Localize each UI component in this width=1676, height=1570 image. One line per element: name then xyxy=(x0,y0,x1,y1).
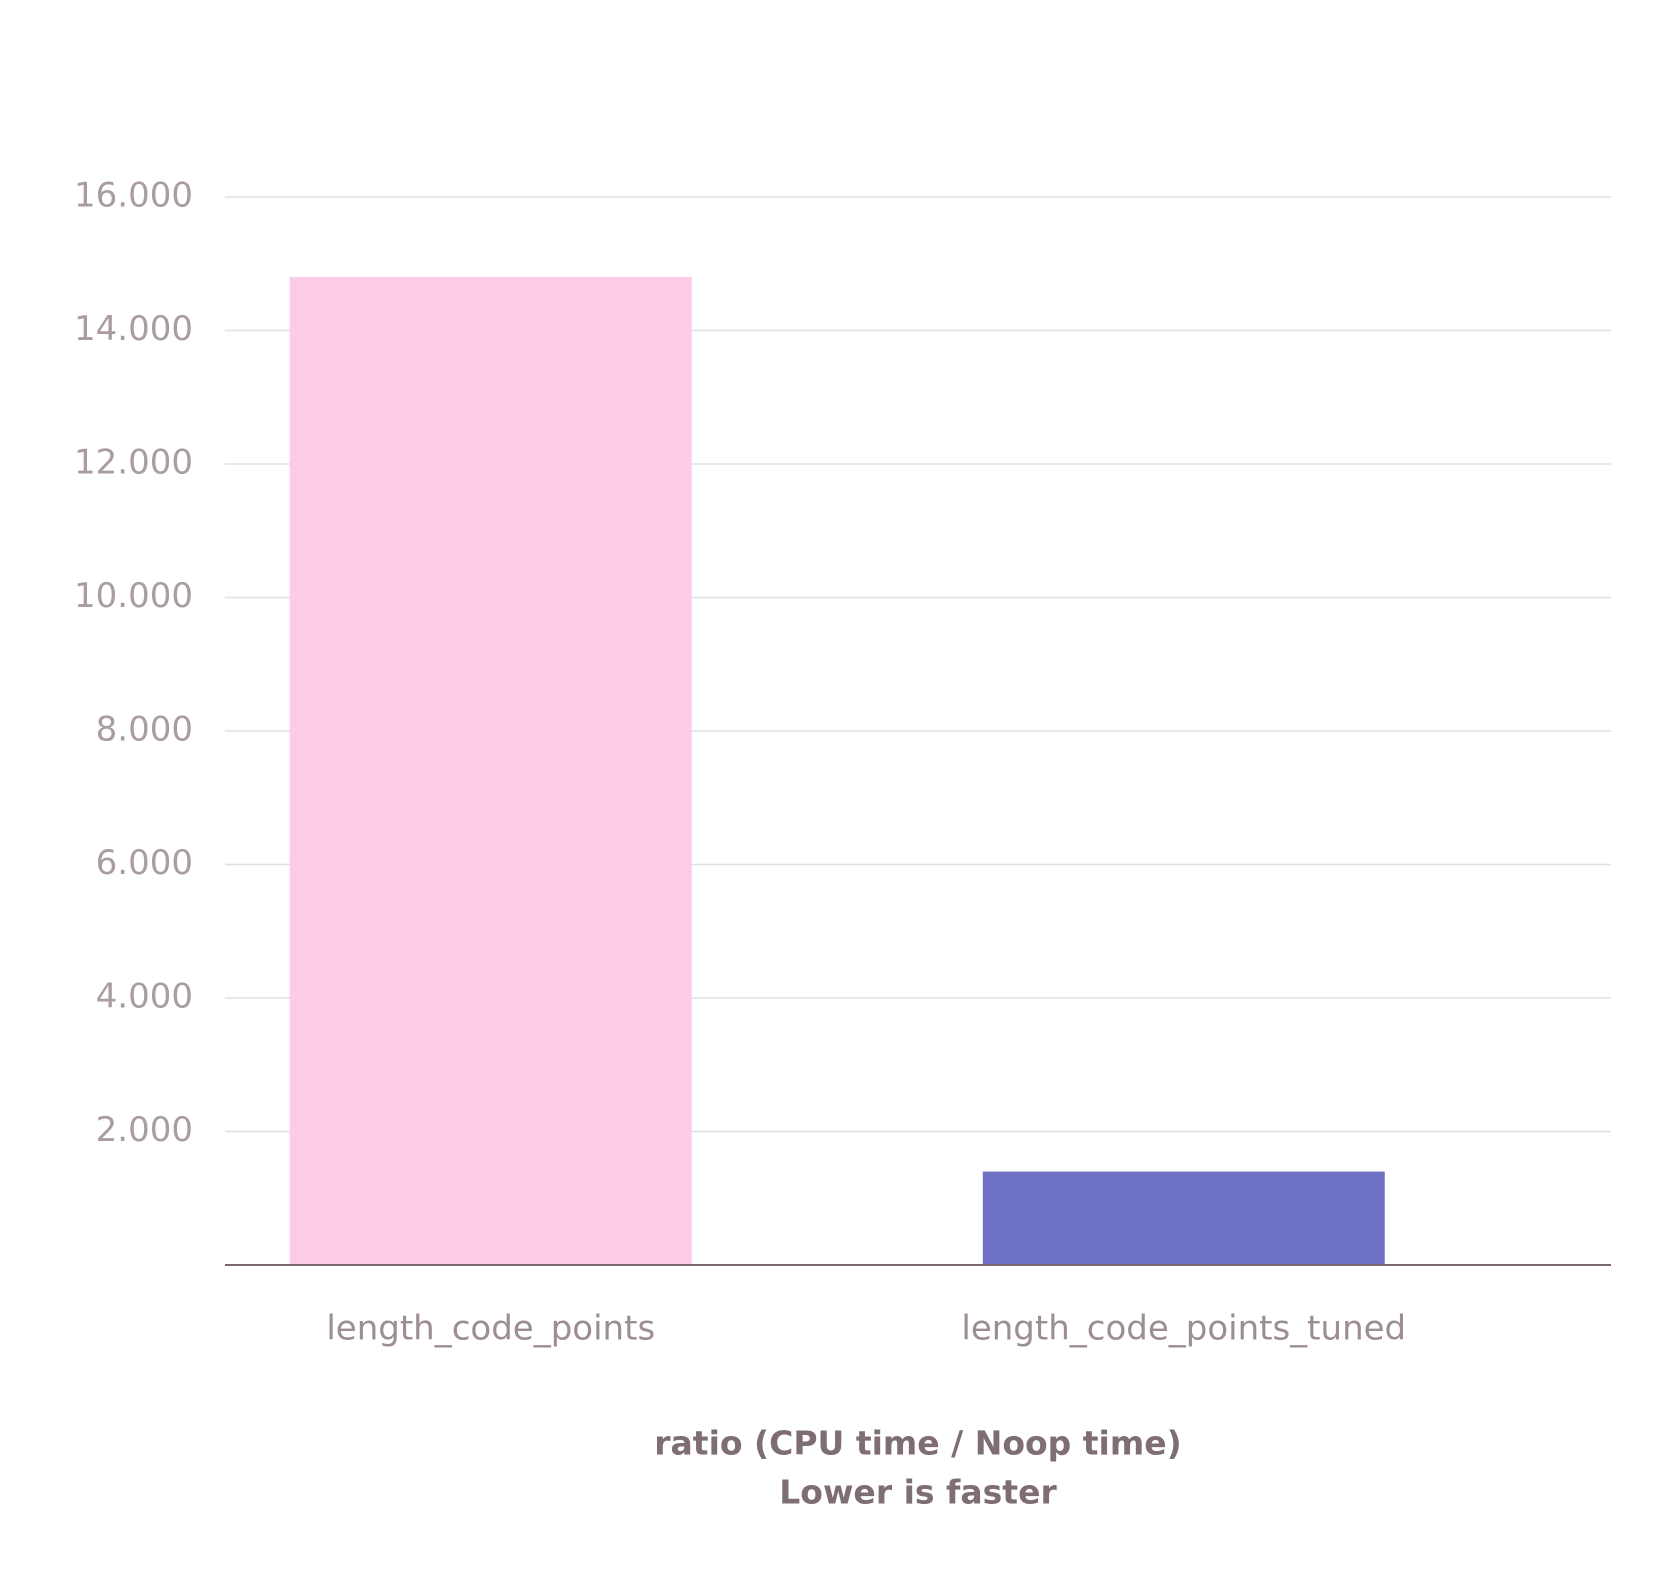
x-axis-title: ratio (CPU time / Noop time) xyxy=(654,1424,1181,1463)
y-tick-label: 4.000 xyxy=(96,977,193,1017)
bar xyxy=(289,277,692,1266)
x-axis-title: Lower is faster xyxy=(779,1473,1057,1512)
y-tick-label: 12.000 xyxy=(74,443,193,483)
y-tick-label: 2.000 xyxy=(96,1110,193,1150)
y-tick-label: 6.000 xyxy=(96,843,193,883)
x-tick-label: length_code_points xyxy=(326,1309,655,1349)
y-tick-label: 16.000 xyxy=(74,176,193,216)
y-tick-label: 10.000 xyxy=(74,576,193,616)
y-tick-label: 8.000 xyxy=(96,710,193,750)
bar xyxy=(982,1171,1385,1265)
y-tick-label: 14.000 xyxy=(74,309,193,349)
x-tick-label: length_code_points_tuned xyxy=(961,1309,1406,1349)
